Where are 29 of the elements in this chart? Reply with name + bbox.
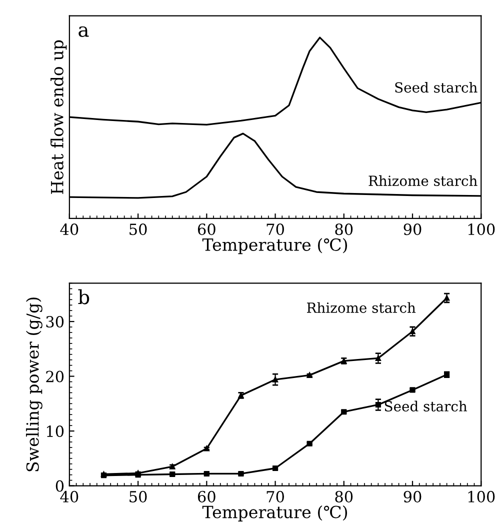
y-tick-label: 0	[56, 480, 64, 492]
series-label: Seed starch	[384, 400, 468, 412]
x-tick-label: 100	[468, 490, 495, 502]
point	[444, 295, 450, 301]
x-tick-label: 60	[198, 490, 216, 502]
x-tick-label: 40	[60, 224, 78, 236]
x-tick-label: 70	[266, 224, 284, 236]
annotation: b	[78, 289, 90, 304]
x-tick-label: 90	[404, 224, 422, 236]
x-tick-label: 60	[198, 224, 216, 236]
x-tick-label: 80	[335, 224, 353, 236]
x-tick-label: 100	[468, 224, 495, 236]
text: a	[78, 26, 89, 37]
x-tick-label: 50	[130, 490, 147, 502]
x-tick-label: 70	[266, 490, 284, 502]
series-label: Seed starch	[395, 82, 478, 93]
y-tick-label: 20	[46, 370, 64, 382]
y-axis-title: Heat flow endo up	[50, 40, 67, 194]
x-tick-label: 80	[335, 490, 353, 502]
x-axis-title: Temperature (℃)	[202, 505, 348, 522]
y-axis-title: Swelling power (g/g)	[26, 298, 42, 472]
series-label: Rhizome starch	[307, 302, 416, 313]
x-tick-label: 90	[404, 490, 422, 502]
y-tick-label: 30	[46, 316, 64, 328]
x-tick-label: 50	[130, 224, 147, 236]
x-tick-label: 40	[60, 490, 78, 502]
series-label: Rhizome starch	[368, 175, 478, 186]
y-tick-label: 10	[47, 425, 64, 438]
x-axis-title: Temperature (℃)	[202, 238, 348, 254]
